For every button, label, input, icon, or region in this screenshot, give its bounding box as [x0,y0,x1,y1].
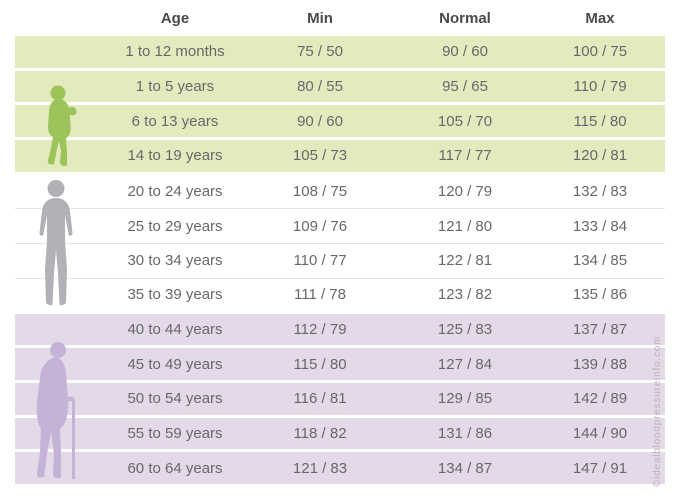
table-row: 40 to 44 years 112 / 79 125 / 83 137 / 8… [15,313,665,349]
table-row: 6 to 13 years 90 / 60 105 / 70 115 / 80 [15,105,665,141]
min-bp: 90 / 60 [297,112,343,130]
age-range: 14 to 19 years [127,147,223,165]
normal-bp: 90 / 60 [442,43,488,61]
age-range: 35 to 39 years [127,286,223,304]
min-bp: 110 / 77 [293,252,347,270]
table-row: 50 to 54 years 116 / 81 129 / 85 142 / 8… [15,382,665,418]
table-row: 30 to 34 years 110 / 77 122 / 81 134 / 8… [15,244,665,279]
column-header-normal: Normal [439,9,491,27]
watermark-text: ©idealbloodpressureinfo.com [652,335,663,487]
min-bp: 80 / 55 [297,78,343,96]
max-bp: 132 / 83 [572,183,628,201]
table-row: 60 to 64 years 121 / 83 134 / 87 147 / 9… [15,452,665,487]
max-bp: 137 / 87 [572,320,628,338]
table-row: 1 to 12 months 75 / 50 90 / 60 100 / 75 [15,36,665,71]
column-header-min: Min [307,9,333,27]
min-bp: 112 / 79 [293,320,347,338]
max-bp: 133 / 84 [572,217,628,235]
normal-bp: 105 / 70 [437,112,493,130]
min-bp: 121 / 83 [292,459,348,477]
normal-bp: 95 / 65 [442,78,488,96]
max-bp: 115 / 80 [573,112,627,130]
min-bp: 116 / 81 [293,390,347,408]
min-bp: 75 / 50 [297,43,343,61]
age-range: 1 to 5 years [135,78,215,96]
max-bp: 135 / 86 [572,286,628,304]
max-bp: 110 / 79 [573,78,627,96]
age-range: 40 to 44 years [127,320,223,338]
table-row: 45 to 49 years 115 / 80 127 / 84 139 / 8… [15,348,665,383]
normal-bp: 122 / 81 [437,252,493,270]
max-bp: 144 / 90 [572,424,628,442]
age-range: 30 to 34 years [127,252,223,270]
normal-bp: 134 / 87 [437,459,493,477]
age-range: 6 to 13 years [131,112,219,130]
normal-bp: 123 / 82 [437,286,493,304]
normal-bp: 121 / 80 [437,217,493,235]
table-row: 35 to 39 years 111 / 78 123 / 82 135 / 8… [15,278,665,314]
age-range: 55 to 59 years [127,424,223,442]
max-bp: 147 / 91 [572,459,628,477]
age-range: 20 to 24 years [127,183,223,201]
min-bp: 108 / 75 [292,183,348,201]
column-header-max: Max [585,9,615,27]
normal-bp: 117 / 77 [438,147,492,165]
table-row: 25 to 29 years 109 / 76 121 / 80 133 / 8… [15,209,665,245]
max-bp: 100 / 75 [572,43,628,61]
min-bp: 105 / 73 [292,147,348,165]
max-bp: 120 / 81 [572,147,628,165]
max-bp: 139 / 88 [572,355,628,373]
max-bp: 142 / 89 [572,390,628,408]
normal-bp: 129 / 85 [437,390,493,408]
normal-bp: 131 / 86 [437,424,493,442]
table-header: Age Min Normal Max [15,0,665,36]
min-bp: 111 / 78 [294,286,346,304]
min-bp: 109 / 76 [292,217,348,235]
age-range: 60 to 64 years [127,459,223,477]
normal-bp: 127 / 84 [437,355,493,373]
normal-bp: 120 / 79 [437,183,493,201]
table-row: 20 to 24 years 108 / 75 120 / 79 132 / 8… [15,174,665,210]
min-bp: 115 / 80 [293,355,347,373]
age-range: 50 to 54 years [127,390,223,408]
column-header-age: Age [160,9,190,27]
age-range: 1 to 12 months [125,43,225,61]
max-bp: 134 / 85 [572,252,628,270]
table-row: 14 to 19 years 105 / 73 117 / 77 120 / 8… [15,140,665,175]
age-range: 45 to 49 years [127,355,223,373]
normal-bp: 125 / 83 [437,320,493,338]
age-range: 25 to 29 years [127,217,223,235]
min-bp: 118 / 82 [293,424,347,442]
table-row: 55 to 59 years 118 / 82 131 / 86 144 / 9… [15,417,665,453]
table-row: 1 to 5 years 80 / 55 95 / 65 110 / 79 [15,70,665,106]
